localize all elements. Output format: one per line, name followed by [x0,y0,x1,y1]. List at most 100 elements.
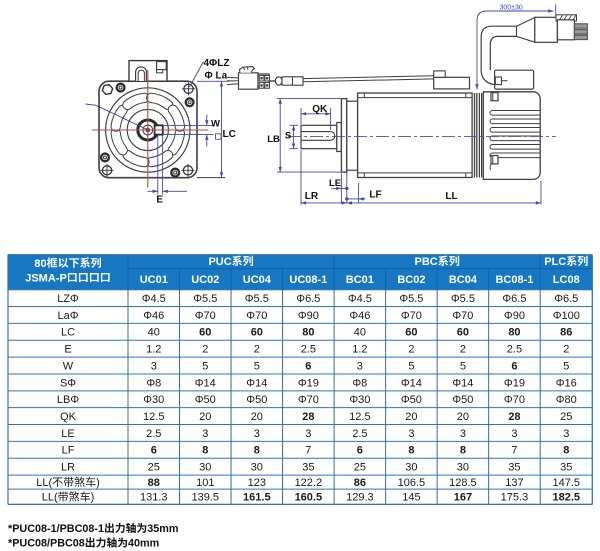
svg-text:Φ5.5: Φ5.5 [399,293,423,305]
svg-text:2.5: 2.5 [507,344,522,356]
svg-text:LZΦ: LZΦ [57,293,79,305]
svg-text:Φ14: Φ14 [452,377,473,389]
svg-text:35: 35 [302,462,314,474]
svg-text:80: 80 [34,258,46,270]
svg-text:35mm: 35mm [147,523,178,535]
svg-text:129.3: 129.3 [346,492,374,504]
svg-text:LF: LF [62,445,75,457]
svg-text:Φ90: Φ90 [298,310,319,322]
svg-text:UC08-1: UC08-1 [289,274,327,286]
svg-text:3: 3 [563,428,569,440]
svg-text:12.5: 12.5 [349,411,370,423]
svg-text:3: 3 [408,428,414,440]
svg-text:161.5: 161.5 [243,492,271,504]
svg-text:3: 3 [511,428,517,440]
svg-text:2: 2 [254,344,260,356]
svg-text:LaΦ: LaΦ [57,310,78,322]
svg-text:BC02: BC02 [397,274,425,286]
svg-text:Φ14: Φ14 [195,377,216,389]
svg-text:LBΦ: LBΦ [57,394,79,406]
svg-text:3: 3 [202,428,208,440]
svg-text:20: 20 [251,411,263,423]
svg-text:145: 145 [402,492,420,504]
svg-text:8: 8 [460,445,466,457]
svg-text:30: 30 [457,462,469,474]
svg-text:*PUC08-1/PBC08-1: *PUC08-1/PBC08-1 [8,523,104,535]
svg-text:Φ14: Φ14 [246,377,267,389]
svg-text:BC01: BC01 [346,274,374,286]
svg-text:Φ6.5: Φ6.5 [502,293,526,305]
svg-text:4ΦLZ: 4ΦLZ [204,58,230,69]
svg-text:LC: LC [61,327,75,339]
svg-text:25: 25 [560,411,572,423]
svg-text:1.2: 1.2 [352,344,367,356]
svg-text:2.5: 2.5 [301,344,316,356]
svg-text:Φ50: Φ50 [246,394,267,406]
svg-text:131.3: 131.3 [140,492,168,504]
svg-text:BC08-1: BC08-1 [495,274,533,286]
svg-text:E: E [156,194,163,205]
svg-text:Φ16: Φ16 [556,377,577,389]
svg-text:6: 6 [357,445,363,457]
svg-text:20: 20 [199,411,211,423]
svg-text:UC02: UC02 [191,274,219,286]
svg-text:20: 20 [405,411,417,423]
svg-text:Φ4.5: Φ4.5 [348,293,372,305]
svg-text:Φ30: Φ30 [349,394,370,406]
svg-text:8: 8 [202,445,208,457]
svg-text:): ) [96,477,100,489]
svg-text:8: 8 [408,445,414,457]
svg-text:60: 60 [457,327,469,339]
svg-text:Φ19: Φ19 [504,377,525,389]
svg-text:80: 80 [302,327,314,339]
svg-text:LR: LR [61,462,75,474]
svg-text:Φ5.5: Φ5.5 [451,293,475,305]
svg-text:2: 2 [563,344,569,356]
svg-text:Φ70: Φ70 [195,310,216,322]
svg-text:Φ5.5: Φ5.5 [193,293,217,305]
svg-text:86: 86 [354,477,366,489]
svg-text:128.5: 128.5 [449,477,477,489]
svg-text:182.5: 182.5 [552,492,580,504]
svg-text:25: 25 [354,462,366,474]
svg-text:BC04: BC04 [449,274,478,286]
svg-text:147.5: 147.5 [552,477,580,489]
svg-text:60: 60 [251,327,263,339]
svg-text:PUC: PUC [208,256,231,268]
svg-text:5: 5 [563,360,569,372]
svg-text:JSMA-P: JSMA-P [25,272,67,284]
svg-text:28: 28 [508,411,520,423]
svg-text:35: 35 [560,462,572,474]
svg-text:6: 6 [305,360,311,372]
svg-text:QK: QK [60,411,77,423]
svg-text:3: 3 [254,428,260,440]
svg-text:LL(: LL( [42,492,58,504]
svg-text:): ) [91,492,95,504]
svg-text:101: 101 [196,477,214,489]
svg-text:35: 35 [508,462,520,474]
svg-text:LF: LF [369,190,381,201]
svg-text:12.5: 12.5 [143,411,164,423]
svg-text:30: 30 [405,462,417,474]
svg-text:LB: LB [267,134,280,145]
svg-text:Φ70: Φ70 [401,310,422,322]
svg-text:40mm: 40mm [128,538,159,550]
svg-text:30: 30 [251,462,263,474]
svg-text:6: 6 [511,360,517,372]
svg-text:3: 3 [460,428,466,440]
svg-text:106.5: 106.5 [398,477,426,489]
svg-text:S: S [285,130,291,141]
svg-text:Φ50: Φ50 [195,394,216,406]
svg-text:Φ46: Φ46 [349,310,370,322]
svg-text:3: 3 [357,360,363,372]
svg-text:160.5: 160.5 [295,492,323,504]
svg-text:PLC: PLC [544,256,566,268]
svg-text:Φ6.5: Φ6.5 [296,293,320,305]
svg-text:W: W [211,119,220,130]
svg-text:80: 80 [508,327,520,339]
svg-text:PBC: PBC [415,256,438,268]
svg-text:E: E [64,344,71,356]
svg-text:7: 7 [511,445,517,457]
svg-text:175.3: 175.3 [501,492,529,504]
svg-text:5: 5 [460,360,466,372]
